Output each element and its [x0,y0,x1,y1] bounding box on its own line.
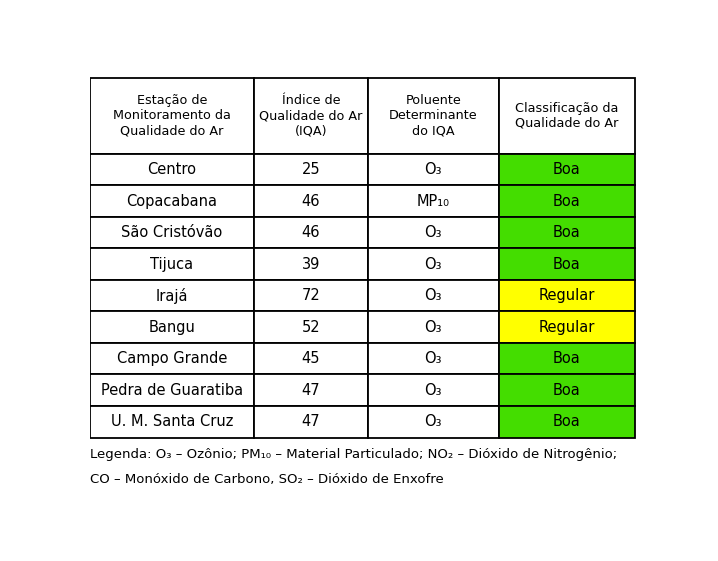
Bar [368,406,499,438]
Bar [499,78,635,154]
Text: Boa: Boa [553,351,581,366]
Bar [499,311,635,343]
Text: O₃: O₃ [424,351,442,366]
Text: Tijuca: Tijuca [150,256,193,272]
Text: Legenda: O₃ – Ozônio; PM₁₀ – Material Particulado; NO₂ – Dióxido de Nitrogênio;: Legenda: O₃ – Ozônio; PM₁₀ – Material Pa… [90,448,617,461]
Bar [254,78,368,154]
Text: 47: 47 [302,414,320,429]
Text: Classificação da
Qualidade do Ar: Classificação da Qualidade do Ar [516,102,619,130]
Text: O₃: O₃ [424,383,442,398]
Bar [368,78,499,154]
Text: Estação de
Monitoramento da
Qualidade do Ar: Estação de Monitoramento da Qualidade do… [113,94,230,137]
Text: Pedra de Guaratiba: Pedra de Guaratiba [101,383,243,398]
Bar [90,217,254,249]
Bar [368,154,499,185]
Bar [368,249,499,280]
Bar [90,249,254,280]
Text: U. M. Santa Cruz: U. M. Santa Cruz [111,414,233,429]
Bar [254,217,368,249]
Bar [368,343,499,374]
Text: Irajá: Irajá [156,288,188,304]
Text: 25: 25 [302,162,320,177]
Bar [254,249,368,280]
Text: MP₁₀: MP₁₀ [417,194,450,209]
Bar [90,154,254,185]
Bar [368,185,499,217]
Text: Boa: Boa [553,383,581,398]
Bar [499,343,635,374]
Bar [90,185,254,217]
Text: Regular: Regular [538,320,595,335]
Bar [90,78,254,154]
Bar [90,311,254,343]
Text: 47: 47 [302,383,320,398]
Text: O₃: O₃ [424,288,442,303]
Bar [254,185,368,217]
Text: Boa: Boa [553,256,581,272]
Text: 52: 52 [302,320,320,335]
Text: CO – Monóxido de Carbono, SO₂ – Dióxido de Enxofre: CO – Monóxido de Carbono, SO₂ – Dióxido … [90,473,444,486]
Bar [90,374,254,406]
Text: O₃: O₃ [424,256,442,272]
Text: 46: 46 [302,194,320,209]
Bar [254,311,368,343]
Bar [254,374,368,406]
Bar [368,217,499,249]
Text: Copacabana: Copacabana [126,194,218,209]
Bar [368,374,499,406]
Bar [499,374,635,406]
Bar [499,154,635,185]
Text: Índice de
Qualidade do Ar
(IQA): Índice de Qualidade do Ar (IQA) [259,94,363,137]
Bar [499,249,635,280]
Text: 45: 45 [302,351,320,366]
Text: Campo Grande: Campo Grande [116,351,227,366]
Text: Regular: Regular [538,288,595,303]
Bar [368,280,499,311]
Text: Boa: Boa [553,414,581,429]
Bar [90,280,254,311]
Text: 46: 46 [302,225,320,240]
Text: O₃: O₃ [424,162,442,177]
Text: São Cristóvão: São Cristóvão [121,225,223,240]
Bar [254,406,368,438]
Bar [499,406,635,438]
Text: O₃: O₃ [424,225,442,240]
Bar [90,406,254,438]
Bar [254,343,368,374]
Bar [254,280,368,311]
Text: 39: 39 [302,256,320,272]
Bar [254,154,368,185]
Bar [499,280,635,311]
Bar [499,185,635,217]
Text: O₃: O₃ [424,414,442,429]
Text: Bangu: Bangu [149,320,195,335]
Text: Centro: Centro [147,162,196,177]
Bar [499,217,635,249]
Bar [368,311,499,343]
Bar [90,343,254,374]
Text: 72: 72 [302,288,320,303]
Text: O₃: O₃ [424,320,442,335]
Text: Poluente
Determinante
do IQA: Poluente Determinante do IQA [389,94,477,137]
Text: Boa: Boa [553,162,581,177]
Text: Boa: Boa [553,225,581,240]
Text: Boa: Boa [553,194,581,209]
